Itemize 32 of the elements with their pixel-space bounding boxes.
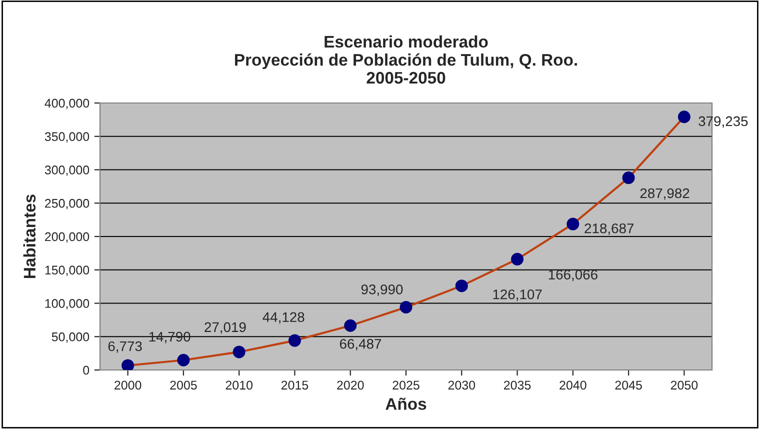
y-tick-label: 400,000 xyxy=(44,98,90,110)
x-tick-label: 2040 xyxy=(560,380,586,390)
x-tick-label: 2035 xyxy=(504,380,531,390)
y-tick-label: 250,000 xyxy=(45,198,90,210)
data-label: 166,066 xyxy=(548,270,598,282)
x-axis-title: Años xyxy=(386,398,426,410)
data-label: 44,128 xyxy=(262,312,304,324)
data-label: 66,487 xyxy=(340,338,382,350)
x-tick-label: 2005 xyxy=(170,380,197,390)
data-label: 93,990 xyxy=(361,284,403,296)
y-tick-label: 200,000 xyxy=(45,232,90,243)
data-label: 27,019 xyxy=(204,322,246,334)
y-tick-label: 150,000 xyxy=(45,266,90,276)
x-tick-label: 2000 xyxy=(114,380,142,390)
data-label: 126,107 xyxy=(493,289,542,301)
x-tick-label: 2050 xyxy=(670,380,698,390)
y-tick-label: 300,000 xyxy=(44,166,90,176)
y-axis-title: Habitantes xyxy=(23,194,36,278)
x-tick-label: 2030 xyxy=(448,380,476,390)
y-tick-label: 0 xyxy=(83,366,90,375)
chart-title: Escenario moderado Proyección de Población de Tulum, Q. Roo. 2005-2050 xyxy=(235,35,577,84)
x-tick-label: 2025 xyxy=(392,380,420,390)
x-tick-label: 2020 xyxy=(337,380,364,390)
data-label: 6,773 xyxy=(108,341,142,353)
data-label: 287,982 xyxy=(640,188,690,200)
y-tick-label: 50,000 xyxy=(52,332,90,343)
data-label: 218,687 xyxy=(584,223,634,235)
x-tick-label: 2010 xyxy=(226,380,253,390)
x-tick-label: 2045 xyxy=(615,380,642,390)
y-tick-label: 350,000 xyxy=(44,132,90,143)
x-tick-label: 2015 xyxy=(281,380,308,390)
y-tick-label: 100,000 xyxy=(45,299,90,310)
